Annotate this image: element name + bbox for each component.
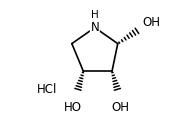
- Text: OH: OH: [112, 101, 130, 114]
- Text: H: H: [91, 10, 99, 20]
- Text: HCl: HCl: [36, 83, 57, 96]
- Text: N: N: [90, 21, 99, 34]
- Text: HO: HO: [64, 101, 82, 114]
- Text: OH: OH: [142, 16, 160, 29]
